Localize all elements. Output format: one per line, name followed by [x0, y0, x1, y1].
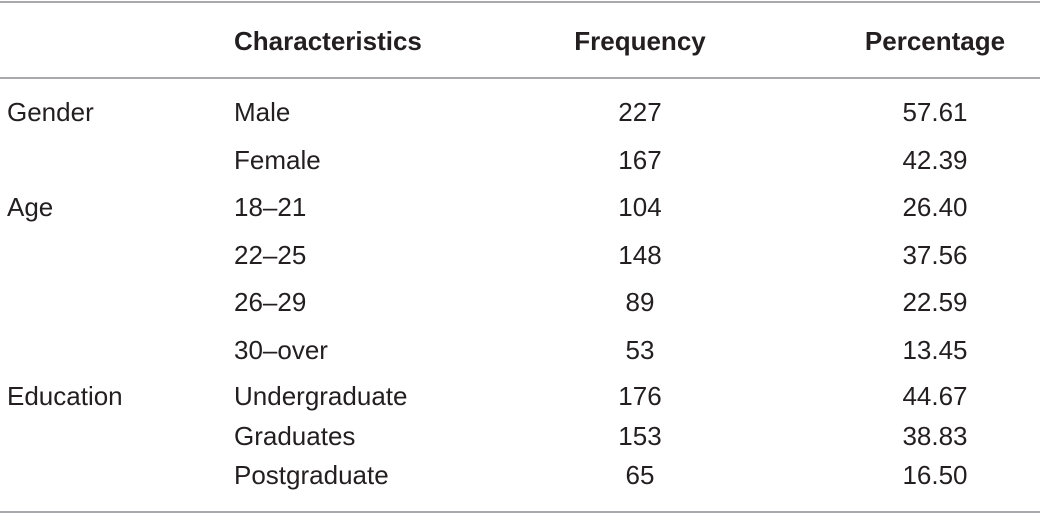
row-characteristic: 30–over	[234, 335, 328, 365]
row-characteristic: Graduates	[234, 421, 356, 451]
header-rule	[0, 77, 1040, 79]
row-frequency: 104	[618, 192, 662, 222]
row-frequency: 148	[618, 240, 662, 270]
row-frequency: 65	[625, 460, 655, 490]
row-percentage: 38.83	[902, 421, 968, 451]
row-percentage: 22.59	[902, 287, 968, 317]
row-group-gender: Gender	[7, 97, 94, 127]
row-group-education: Education	[7, 381, 123, 411]
table-bottom-rule	[0, 511, 1040, 513]
row-characteristic: Female	[234, 145, 321, 175]
row-group-age: Age	[7, 192, 54, 222]
table-top-rule	[0, 1, 1040, 3]
row-frequency: 153	[618, 421, 662, 451]
row-frequency: 227	[618, 97, 662, 127]
row-percentage: 42.39	[902, 145, 968, 175]
row-frequency: 89	[625, 287, 655, 317]
row-characteristic: Undergraduate	[234, 381, 408, 411]
row-percentage: 16.50	[902, 460, 968, 490]
row-percentage: 44.67	[902, 381, 968, 411]
row-percentage: 26.40	[902, 192, 968, 222]
header-frequency: Frequency	[574, 26, 706, 56]
row-frequency: 176	[618, 381, 662, 411]
row-characteristic: Male	[234, 97, 291, 127]
row-characteristic: 18–21	[234, 192, 307, 222]
header-characteristics: Characteristics	[234, 26, 422, 56]
row-characteristic: Postgraduate	[234, 460, 389, 490]
row-percentage: 13.45	[902, 335, 968, 365]
row-percentage: 37.56	[902, 240, 968, 270]
row-frequency: 53	[625, 335, 655, 365]
row-characteristic: 22–25	[234, 240, 307, 270]
header-percentage: Percentage	[864, 26, 1006, 56]
row-frequency: 167	[618, 145, 662, 175]
row-characteristic: 26–29	[234, 287, 307, 317]
row-percentage: 57.61	[902, 97, 968, 127]
